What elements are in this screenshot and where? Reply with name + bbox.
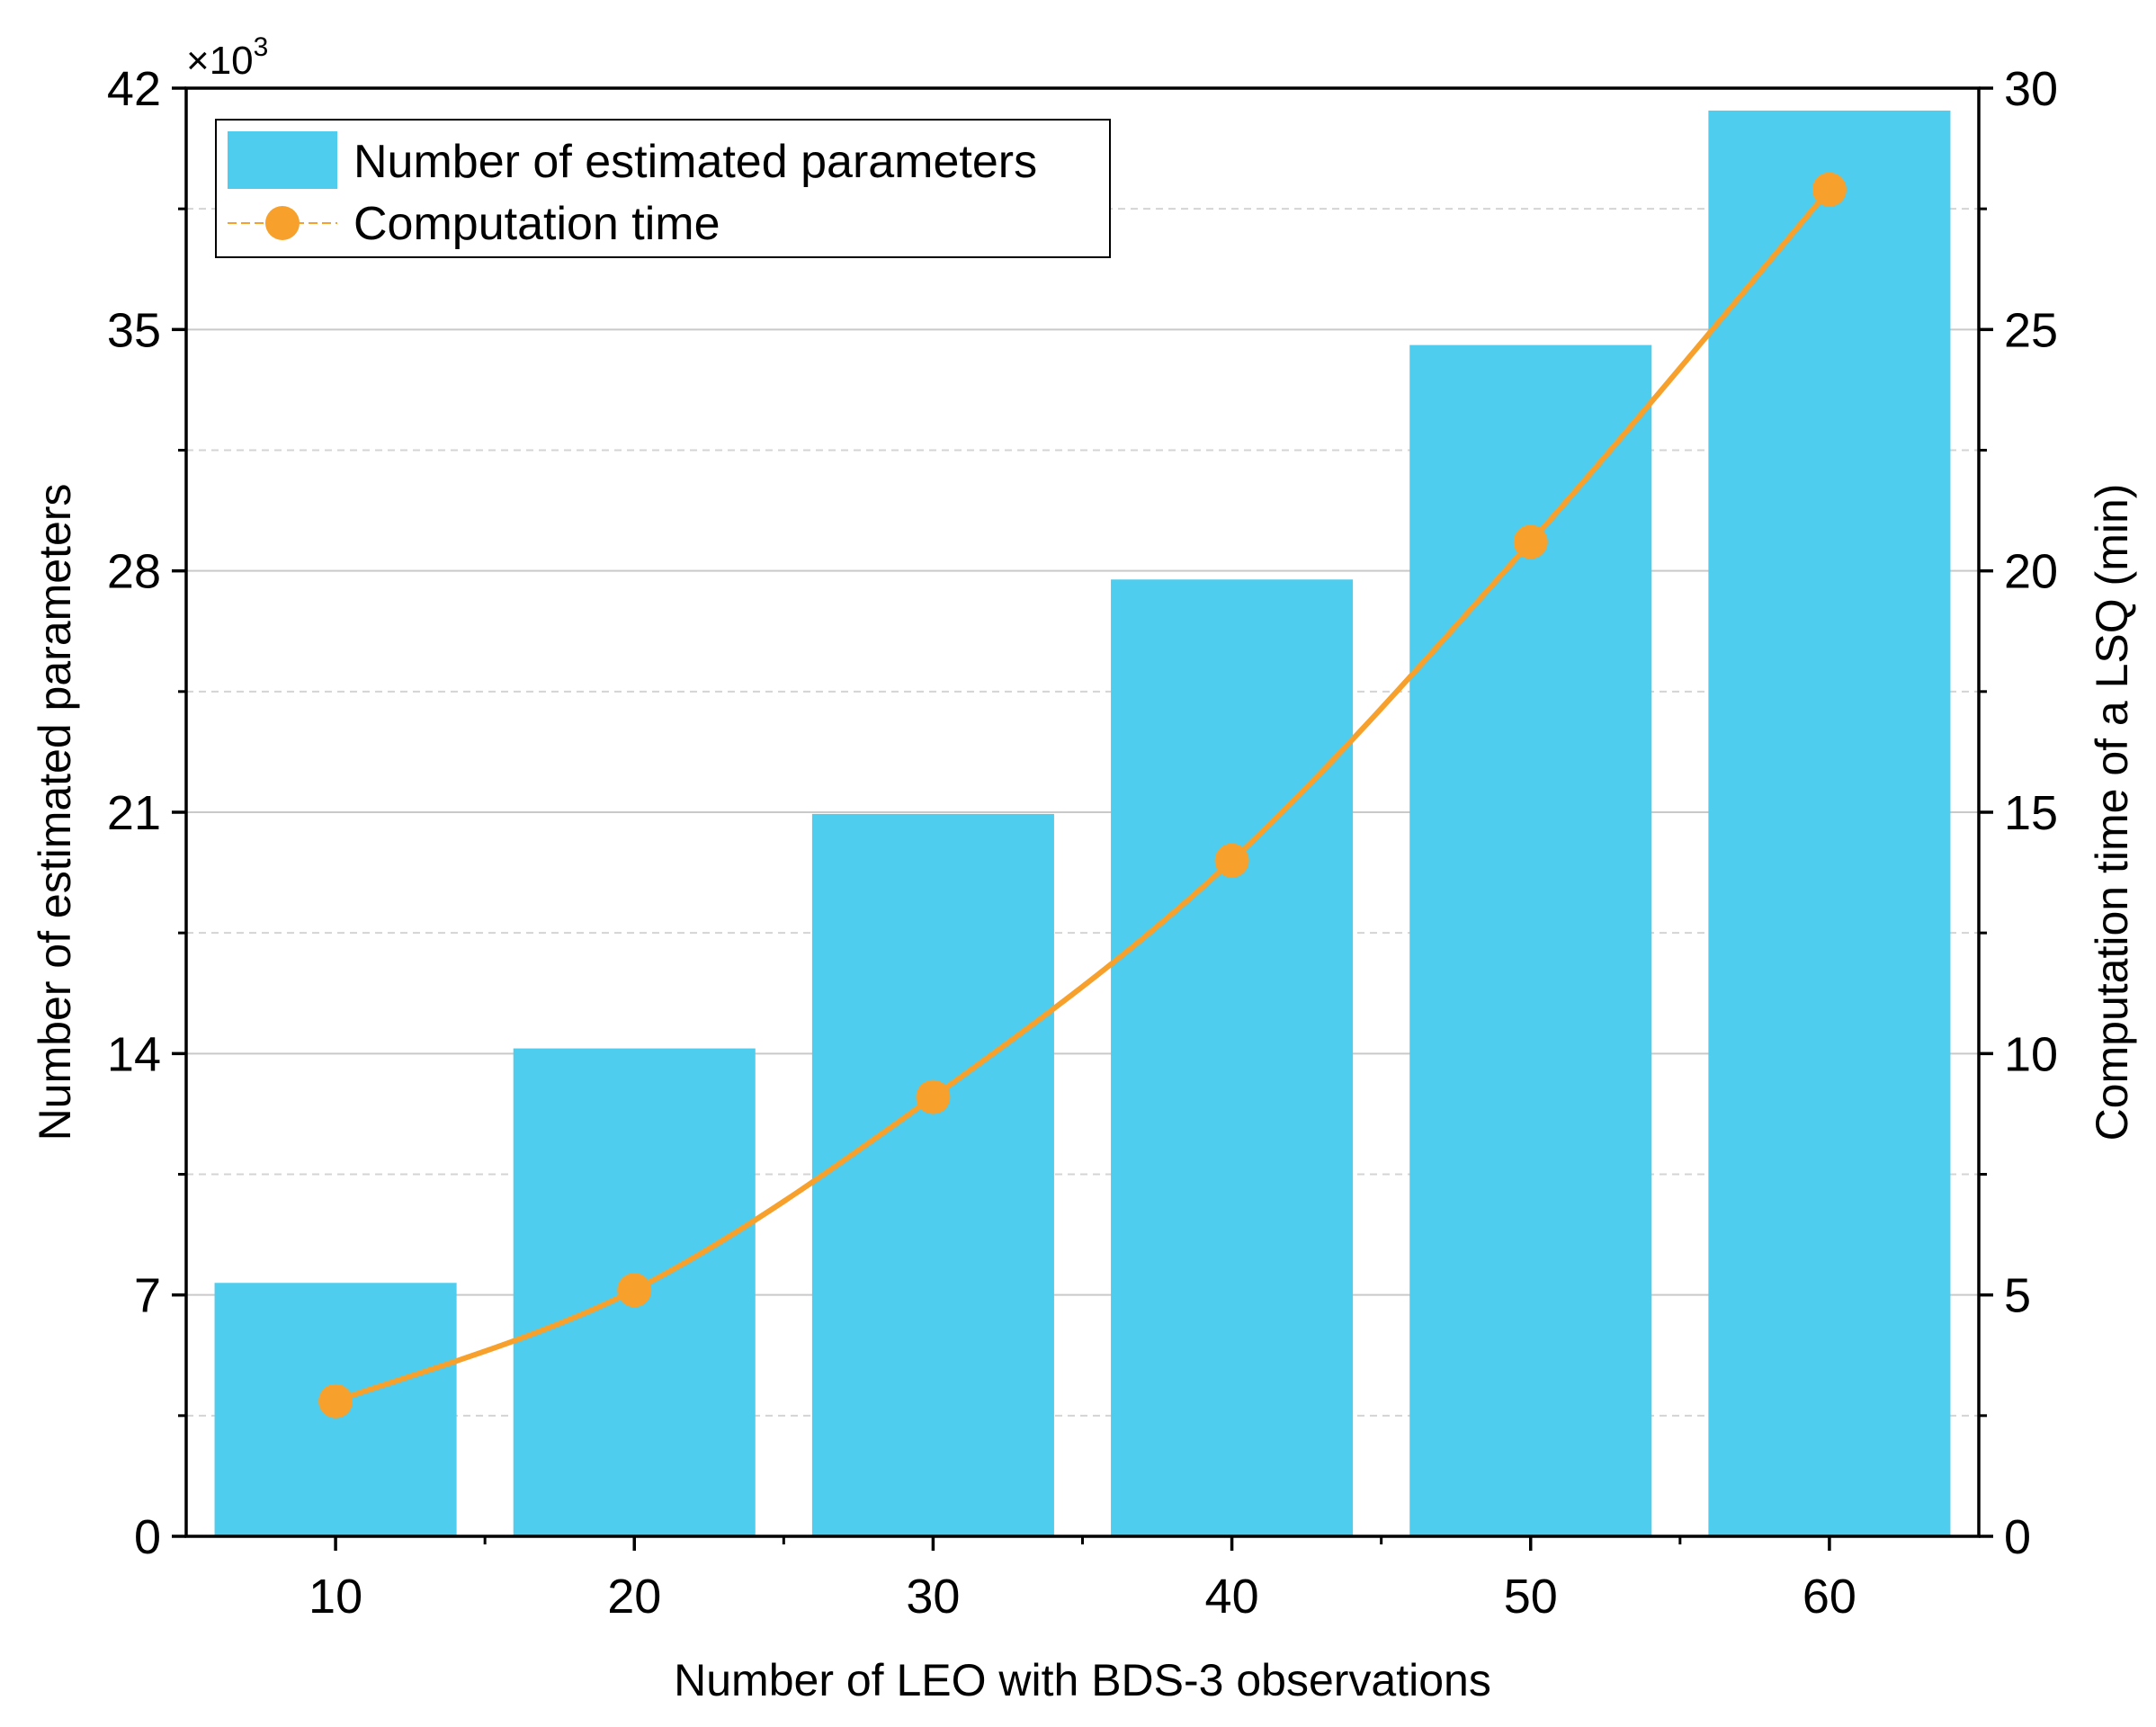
y-right-tick-label: 10 [2004,1027,2058,1081]
y-left-tick-label: 42 [107,62,161,116]
line-point-40 [1214,843,1249,878]
y-multiplier-exponent: 3 [254,32,269,62]
y-right-tick-label: 15 [2004,786,2058,840]
legend: Number of estimated parameters Computati… [215,119,1111,258]
legend-marker [265,206,300,240]
bar-40 [1111,579,1354,1536]
x-tick-label: 60 [1803,1570,1856,1624]
legend-box [215,119,1111,258]
x-tick-label: 50 [1504,1570,1558,1624]
line-point-10 [318,1383,353,1418]
bar-60 [1708,110,1951,1537]
y-left-tick-label: 7 [134,1269,161,1323]
y-left-tick-label: 21 [107,786,161,840]
y-right-tick-label: 30 [2004,62,2058,116]
x-tick-label: 20 [607,1570,661,1624]
bar-series [214,110,1951,1537]
bar-50 [1409,345,1652,1536]
legend-label-line: Computation time [353,198,720,250]
y-axis-multiplier: ×103 [186,32,268,83]
y-left-tick-label: 14 [107,1027,161,1081]
y-left-tick-label: 28 [107,545,161,599]
grid-lines [186,208,1979,1417]
line-point-50 [1513,524,1548,559]
line-point-30 [916,1079,951,1114]
line-point-60 [1812,172,1847,207]
y-right-tick-label: 20 [2004,545,2058,599]
y-axis-right-title: Computation time of a LSQ (min) [2087,484,2137,1141]
y-axis-left-title: Number of estimated parameters [30,484,80,1141]
y-left-tick-label: 0 [134,1510,161,1564]
x-tick-label: 30 [906,1570,960,1624]
legend-label-bars: Number of estimated parameters [353,136,1037,188]
legend-swatch-bars [228,131,337,189]
line-point-20 [617,1273,652,1308]
x-tick-label: 40 [1205,1570,1259,1624]
y-right-tick-label: 25 [2004,303,2058,357]
y-multiplier-base: ×10 [186,39,254,83]
line-series [318,172,1847,1418]
axis-ticks: 0 7 14 21 28 35 42 0 5 10 15 20 25 30 10 20 30 40 50 60 [107,62,2058,1624]
bar-30 [811,813,1054,1536]
y-left-tick-label: 35 [107,303,161,357]
y-right-tick-label: 0 [2004,1510,2031,1564]
x-axis-title: Number of LEO with BDS-3 observations [674,1655,1491,1705]
y-right-tick-label: 5 [2004,1269,2031,1323]
x-tick-label: 10 [309,1570,362,1624]
